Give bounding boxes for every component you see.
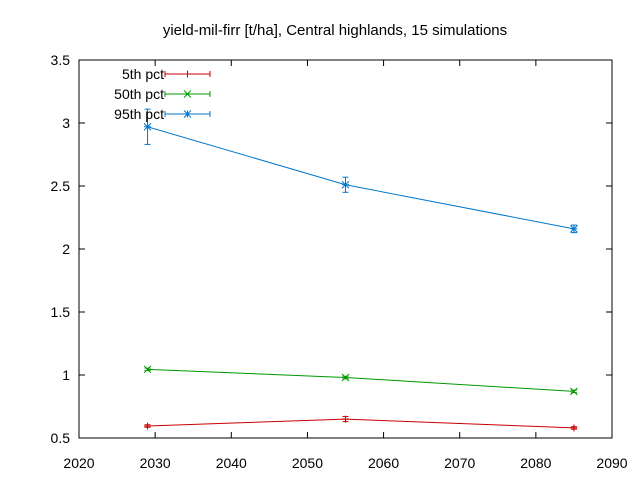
x-tick-label: 2020 (63, 455, 94, 471)
data-point-marker (143, 365, 152, 374)
data-point-marker (341, 373, 350, 382)
chart-title: yield-mil-firr [t/ha], Central highlands… (163, 22, 507, 39)
data-point-marker (341, 180, 350, 189)
x-tick-label: 2030 (140, 455, 171, 471)
x-tick-label: 2080 (520, 455, 551, 471)
y-tick-label: 2 (62, 241, 70, 257)
x-tick-label: 2090 (596, 455, 627, 471)
x-tick-label: 2060 (368, 455, 399, 471)
legend-label: 5th pct (122, 66, 164, 82)
series-1 (143, 365, 578, 396)
series-line (147, 368, 574, 392)
y-tick-label: 1 (62, 367, 70, 383)
x-tick-label: 2050 (292, 455, 323, 471)
legend-item-2: 95th pct (114, 106, 211, 122)
x-tick-label: 2040 (216, 455, 247, 471)
y-tick-label: 3 (62, 115, 70, 131)
legend-label: 50th pct (114, 86, 164, 102)
legend-marker (183, 110, 192, 118)
legend-item-1: 50th pct (114, 86, 211, 102)
series-2 (143, 108, 578, 234)
axes: 2020 2030 2040 2050 2060 2070 2080 2090 0.5 1 1.5 2… (51, 52, 628, 471)
series-line (147, 418, 574, 429)
series-0 (144, 415, 578, 432)
y-tick-label: 2.5 (51, 178, 71, 194)
legend-item-0: 5th pct (122, 66, 211, 82)
y-tick-label: 0.5 (51, 430, 71, 446)
y-tick-label: 1.5 (51, 304, 71, 320)
legend-marker (183, 90, 192, 98)
legend: 5th pct 50th pct 95th pct (114, 66, 211, 122)
x-tick-label: 2070 (444, 455, 475, 471)
series-layer (143, 108, 578, 432)
data-point-marker (570, 387, 578, 396)
data-point-marker (143, 122, 152, 131)
y-tick-label: 3.5 (51, 52, 71, 68)
series-line (147, 126, 575, 230)
legend-label: 95th pct (114, 106, 164, 122)
data-point-marker (570, 224, 578, 233)
